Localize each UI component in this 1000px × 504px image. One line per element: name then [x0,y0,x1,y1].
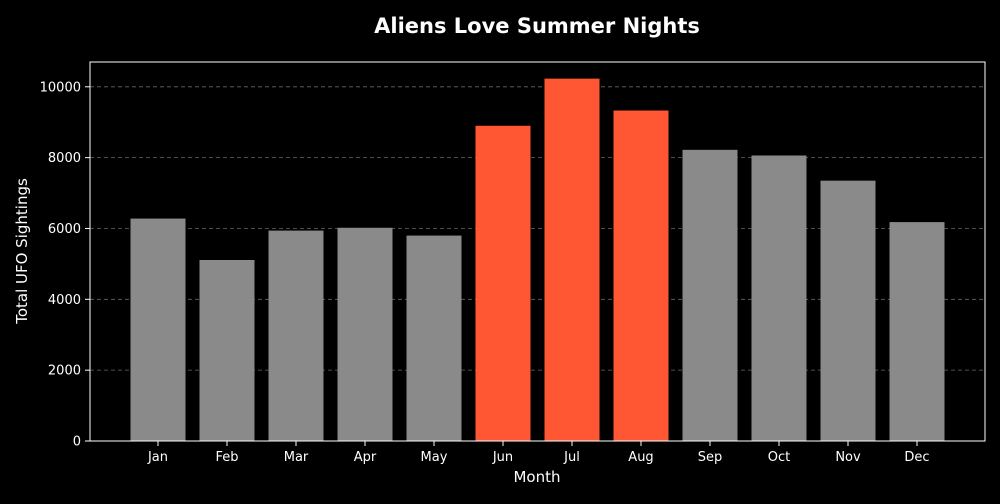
y-tick-label: 2000 [48,364,81,379]
bar-dec [889,222,945,441]
x-axis-label: Month [513,468,560,486]
bar-may [406,235,462,441]
y-tick-label: 10000 [40,80,81,95]
x-tick-label: Jul [563,450,580,465]
chart-title: Aliens Love Summer Nights [374,14,700,38]
x-axis-ticks: Jan Feb Mar Apr May Jun Jul Aug Sep Oct Nov Dec [147,441,930,465]
y-tick-label: 0 [73,435,81,450]
plot-frame [89,61,986,442]
y-tick-label: 4000 [48,293,81,308]
bar-jul [544,78,600,441]
x-tick-label: Jun [492,450,513,465]
x-tick-label: Aug [628,450,653,465]
bars [130,78,945,441]
y-tick-label: 6000 [48,222,81,237]
x-tick-label: Nov [835,450,861,465]
x-tick-label: May [421,450,448,465]
y-tick-label: 8000 [48,151,81,166]
x-tick-label: Dec [904,450,929,465]
y-axis-label: Total UFO Sightings [13,178,31,325]
bar-sep [682,149,738,441]
x-tick-label: Apr [354,450,377,465]
bar-apr [337,227,393,441]
bar-jan [130,218,186,441]
x-tick-label: Sep [698,450,723,465]
x-tick-label: Mar [284,450,309,465]
bar-feb [199,260,255,441]
bar-mar [268,230,324,441]
x-tick-label: Oct [768,450,790,465]
bar-jun [475,125,531,441]
x-tick-label: Feb [215,450,238,465]
bar-oct [751,155,807,441]
y-axis-ticks: 0 2000 4000 6000 8000 10000 [40,80,90,450]
bar-aug [613,110,669,441]
x-tick-label: Jan [147,450,168,465]
bar-nov [820,180,876,441]
